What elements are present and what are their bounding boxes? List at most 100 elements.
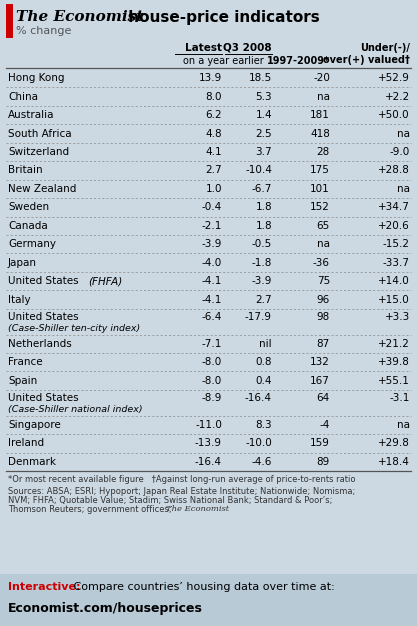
Text: 1.8: 1.8: [255, 221, 272, 231]
Text: 0.4: 0.4: [256, 376, 272, 386]
Text: 1.4: 1.4: [255, 110, 272, 120]
Text: -4.1: -4.1: [202, 294, 222, 304]
Text: +52.9: +52.9: [378, 73, 410, 83]
Text: 5.3: 5.3: [255, 91, 272, 101]
Text: South Africa: South Africa: [8, 128, 72, 138]
Text: -0.4: -0.4: [202, 202, 222, 212]
Text: -8.0: -8.0: [202, 357, 222, 367]
Text: China: China: [8, 91, 38, 101]
Text: (Case-Shiller ten-city index): (Case-Shiller ten-city index): [8, 324, 140, 332]
Text: The Economist: The Economist: [166, 505, 229, 513]
Text: 2.7: 2.7: [206, 165, 222, 175]
Text: -0.5: -0.5: [252, 239, 272, 249]
Text: (FHFA): (FHFA): [88, 276, 122, 286]
Text: Latest: Latest: [185, 43, 222, 53]
Text: Under(-)/
over(+) valued†: Under(-)/ over(+) valued†: [323, 43, 410, 65]
Text: na: na: [397, 184, 410, 194]
Text: na: na: [397, 420, 410, 430]
Text: -17.9: -17.9: [245, 312, 272, 322]
Text: Compare countries’ housing data over time at:: Compare countries’ housing data over tim…: [70, 582, 335, 592]
Text: -3.9: -3.9: [251, 276, 272, 286]
Text: NVM; FHFA; Quotable Value; Stadim; Swiss National Bank; Standard & Poor’s;: NVM; FHFA; Quotable Value; Stadim; Swiss…: [8, 496, 332, 505]
Text: 418: 418: [310, 128, 330, 138]
Text: 2.5: 2.5: [255, 128, 272, 138]
Text: Netherlands: Netherlands: [8, 339, 72, 349]
Text: -8.0: -8.0: [202, 376, 222, 386]
Text: 96: 96: [317, 294, 330, 304]
Text: -6.4: -6.4: [202, 312, 222, 322]
Text: -1.8: -1.8: [251, 258, 272, 268]
Text: Q3 2008: Q3 2008: [224, 43, 272, 53]
Text: -16.4: -16.4: [195, 457, 222, 467]
Text: +2.2: +2.2: [385, 91, 410, 101]
Text: The Economist: The Economist: [16, 10, 143, 24]
Text: 0.8: 0.8: [256, 357, 272, 367]
Text: 2.7: 2.7: [255, 294, 272, 304]
Text: +34.7: +34.7: [378, 202, 410, 212]
Text: Britain: Britain: [8, 165, 43, 175]
Text: Spain: Spain: [8, 376, 37, 386]
Text: -10.4: -10.4: [245, 165, 272, 175]
Text: United States: United States: [8, 276, 82, 286]
Text: 1.0: 1.0: [206, 184, 222, 194]
Text: 8.3: 8.3: [255, 420, 272, 430]
Text: 101: 101: [310, 184, 330, 194]
Text: -15.2: -15.2: [383, 239, 410, 249]
Text: Singapore: Singapore: [8, 420, 61, 430]
Text: 4.1: 4.1: [206, 147, 222, 157]
Text: France: France: [8, 357, 43, 367]
Text: 1.8: 1.8: [255, 202, 272, 212]
Bar: [6, 4, 13, 38]
Text: on a year earlier: on a year earlier: [183, 56, 264, 66]
Text: 6.2: 6.2: [206, 110, 222, 120]
Text: Hong Kong: Hong Kong: [8, 73, 65, 83]
Text: +15.0: +15.0: [378, 294, 410, 304]
Text: -8.9: -8.9: [202, 393, 222, 403]
Text: United States: United States: [8, 312, 79, 322]
Text: *Or most recent available figure   †Against long-run average of price-to-rents r: *Or most recent available figure †Agains…: [8, 475, 356, 484]
Text: -3.9: -3.9: [202, 239, 222, 249]
Text: New Zealand: New Zealand: [8, 184, 76, 194]
Text: -2.1: -2.1: [202, 221, 222, 231]
Text: (Case-Shiller national index): (Case-Shiller national index): [8, 405, 143, 414]
Text: -11.0: -11.0: [195, 420, 222, 430]
Text: 64: 64: [317, 393, 330, 403]
Text: 3.7: 3.7: [255, 147, 272, 157]
Text: +3.3: +3.3: [385, 312, 410, 322]
Text: -3.1: -3.1: [389, 393, 410, 403]
Text: Sweden: Sweden: [8, 202, 49, 212]
Text: 175: 175: [310, 165, 330, 175]
Text: 18.5: 18.5: [249, 73, 272, 83]
Text: 87: 87: [317, 339, 330, 349]
Text: Economist.com/houseprices: Economist.com/houseprices: [8, 602, 203, 615]
Text: 152: 152: [310, 202, 330, 212]
Text: -16.4: -16.4: [245, 393, 272, 403]
Text: Thomson Reuters; government offices;: Thomson Reuters; government offices;: [8, 505, 174, 514]
Text: Japan: Japan: [8, 258, 37, 268]
Text: Switzerland: Switzerland: [8, 147, 69, 157]
Text: +55.1: +55.1: [378, 376, 410, 386]
Text: -4.0: -4.0: [202, 258, 222, 268]
Text: Canada: Canada: [8, 221, 48, 231]
Text: +29.8: +29.8: [378, 438, 410, 448]
Text: +18.4: +18.4: [378, 457, 410, 467]
Text: +21.2: +21.2: [378, 339, 410, 349]
Text: 75: 75: [317, 276, 330, 286]
Text: 159: 159: [310, 438, 330, 448]
Text: -33.7: -33.7: [383, 258, 410, 268]
Text: -13.9: -13.9: [195, 438, 222, 448]
Text: % change: % change: [16, 26, 71, 36]
Text: -20: -20: [313, 73, 330, 83]
Text: 98: 98: [317, 312, 330, 322]
Text: -7.1: -7.1: [202, 339, 222, 349]
Text: -4.1: -4.1: [202, 276, 222, 286]
Bar: [0, 574, 417, 626]
Text: -9.0: -9.0: [390, 147, 410, 157]
Text: 8.0: 8.0: [206, 91, 222, 101]
Text: Ireland: Ireland: [8, 438, 44, 448]
Text: house-price indicators: house-price indicators: [123, 10, 320, 25]
Text: +14.0: +14.0: [378, 276, 410, 286]
Text: 1997-2009*: 1997-2009*: [267, 56, 330, 66]
Text: 181: 181: [310, 110, 330, 120]
Text: na: na: [317, 91, 330, 101]
